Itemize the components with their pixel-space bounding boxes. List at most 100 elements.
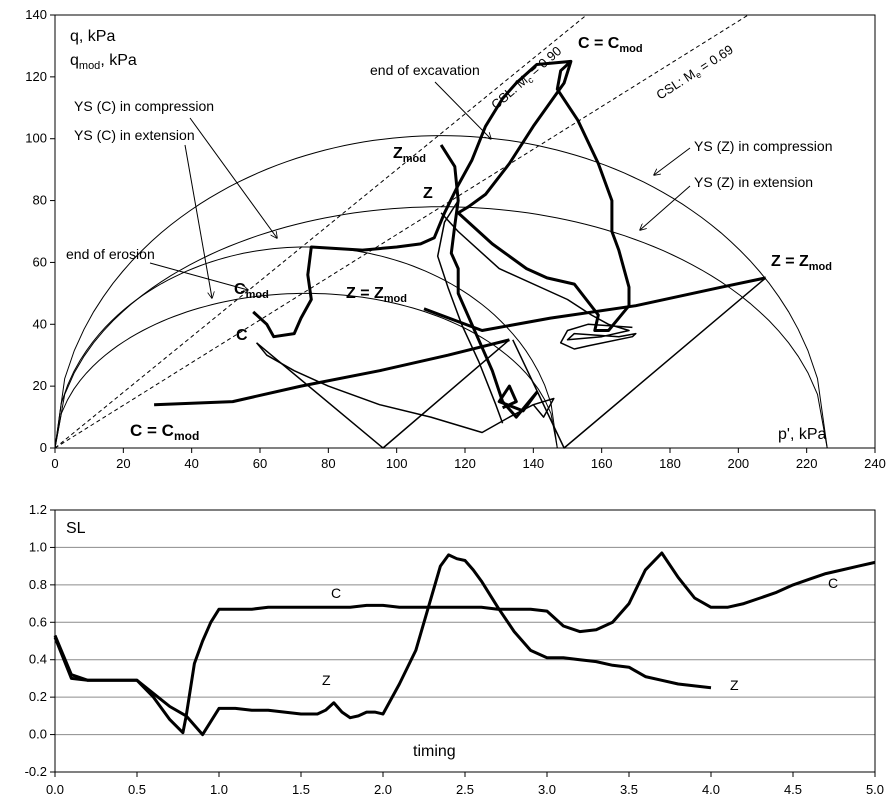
top-x-tick-label: 0: [51, 456, 58, 471]
bottom-x-tick-label: 3.0: [538, 782, 556, 797]
bottom-y-tick-label: 0.8: [29, 577, 47, 592]
bottom-y-tick-label: 0.2: [29, 689, 47, 704]
sl-axis-label: SL: [66, 520, 86, 537]
top-y-tick-label: 100: [25, 131, 47, 146]
csl-lines: [54, 14, 749, 449]
top-y-tick-label: 140: [25, 7, 47, 22]
csl-extension-label: CSL: Me = 0.69: [653, 42, 736, 104]
series-z-label-mid: Z: [322, 672, 331, 688]
annotation-arrow: [189, 117, 277, 238]
top-x-tick-label: 60: [253, 456, 267, 471]
stress-paths: [154, 59, 767, 449]
top-x-tick-label: 180: [659, 456, 681, 471]
c-equals-cmod-bottom-label: C = Cmod: [130, 421, 199, 443]
bottom-x-tick-label: 0.5: [128, 782, 146, 797]
top-x-tick-label: 40: [184, 456, 198, 471]
annotation-arrow: [640, 185, 691, 230]
stress-path-z_thick_right: [423, 276, 767, 332]
bottom-y-tick-label: 0.4: [29, 652, 47, 667]
stress-path-c_thick_bottom: [154, 338, 510, 407]
csl-line: [54, 14, 587, 449]
yield-surface-curve: [54, 135, 828, 449]
c-label: C: [236, 327, 248, 344]
top-y-tick-label: 0: [40, 440, 47, 455]
top-x-tick-label: 200: [727, 456, 749, 471]
bottom-y-tick-label: 1.2: [29, 502, 47, 517]
ys-z-extension-label: YS (Z) in extension: [694, 174, 813, 190]
sl-series-z: [53, 553, 712, 737]
top-plot-area: [54, 14, 876, 449]
annotation-arrow: [149, 262, 248, 290]
series-c-label-end: C: [828, 575, 838, 591]
y-axis-label-qmod: qmod, kPa: [70, 52, 137, 72]
bottom-axes: -0.2 0.0 0.2 0.4 0.6 0.8 1.0 1.2 0.0 0.5 1.0 1.5 2.0…: [25, 502, 884, 797]
csl-line: [54, 14, 749, 449]
top-x-tick-label: 240: [864, 456, 886, 471]
bottom-gridlines: [55, 509, 875, 773]
top-x-tick-label: 220: [796, 456, 818, 471]
top-x-tick-label: 20: [116, 456, 130, 471]
ys-c-extension-label: YS (C) in extension: [74, 127, 195, 143]
end-of-excavation-label: end of excavation: [370, 62, 480, 78]
top-x-tick-label: 120: [454, 456, 476, 471]
bottom-plot-area: [54, 509, 876, 773]
x-axis-label-p: p', kPa: [778, 426, 827, 443]
annotation-arrow: [654, 147, 691, 175]
top-y-tick-label: 20: [33, 378, 47, 393]
ys-z-compression-label: YS (Z) in compression: [694, 138, 832, 154]
stress-path-c_thin_v: [256, 339, 510, 449]
stress-path-cmod_path: [252, 59, 631, 339]
stress-path-z_thin_path: [440, 212, 637, 350]
yield-surface-curve: [54, 206, 828, 449]
yield-surfaces: [54, 135, 828, 449]
top-x-tick-label: 80: [321, 456, 335, 471]
stress-level-chart: -0.2 0.0 0.2 0.4 0.6 0.8 1.0 1.2 0.0 0.5 1.0 1.5 2.0…: [25, 502, 884, 797]
z-equals-zmod-right-label: Z = Zmod: [771, 253, 832, 273]
z-equals-zmod-mid-label: Z = Zmod: [346, 285, 407, 305]
bottom-x-tick-label: 3.5: [620, 782, 638, 797]
bottom-x-tick-label: 2.0: [374, 782, 392, 797]
top-x-tick-label: 140: [522, 456, 544, 471]
top-y-tick-label: 120: [25, 69, 47, 84]
bottom-x-tick-label: 1.5: [292, 782, 310, 797]
stress-path-c_thin_path: [256, 342, 555, 434]
end-of-erosion-label: end of erosion: [66, 246, 155, 262]
bottom-y-tick-label: 0.6: [29, 614, 47, 629]
stress-path-chart: 0 20 40 60 80 100 120 140 160 180 200 220 240 0 20 40 60…: [25, 7, 886, 471]
top-axes: 0 20 40 60 80 100 120 140 160 180 200 220 240 0 20 40 60…: [25, 7, 886, 471]
timing-axis-label: timing: [413, 743, 456, 760]
annotation-arrows: [149, 81, 691, 298]
bottom-x-tick-label: 2.5: [456, 782, 474, 797]
annotation-arrow: [184, 144, 212, 298]
bottom-y-tick-label: 0.0: [29, 727, 47, 742]
top-y-tick-label: 60: [33, 254, 47, 269]
top-x-tick-label: 160: [591, 456, 613, 471]
stress-level-series: [53, 551, 876, 737]
y-axis-label-q: q, kPa: [70, 28, 115, 45]
ys-c-compression-label: YS (C) in compression: [74, 98, 214, 114]
stress-path-zmod_path: [439, 144, 539, 419]
bottom-y-tick-label: 1.0: [29, 539, 47, 554]
yield-surface-curve: [54, 292, 558, 449]
stress-path-z_thin_descent: [436, 200, 504, 424]
series-z-label-end: Z: [730, 677, 739, 693]
bottom-x-tick-label: 5.0: [866, 782, 884, 797]
bottom-y-tick-label: -0.2: [25, 764, 47, 779]
bottom-x-tick-label: 4.0: [702, 782, 720, 797]
zmod-label: Zmod: [393, 145, 426, 165]
z-label: Z: [423, 185, 433, 202]
sl-series-c: [53, 551, 876, 735]
bottom-x-tick-label: 4.5: [784, 782, 802, 797]
series-c-label-mid: C: [331, 585, 341, 601]
top-y-tick-label: 80: [33, 193, 47, 208]
bottom-x-tick-label: 1.0: [210, 782, 228, 797]
stress-path-z_thin_v: [512, 277, 767, 449]
top-x-tick-label: 100: [386, 456, 408, 471]
c-equals-cmod-top-label: C = Cmod: [578, 35, 643, 55]
top-y-tick-label: 40: [33, 316, 47, 331]
annotation-arrow: [434, 81, 491, 139]
csl-compression-label: CSL: Mc = 0.90: [488, 43, 566, 114]
bottom-x-tick-label: 0.0: [46, 782, 64, 797]
cmod-label: Cmod: [234, 281, 269, 301]
